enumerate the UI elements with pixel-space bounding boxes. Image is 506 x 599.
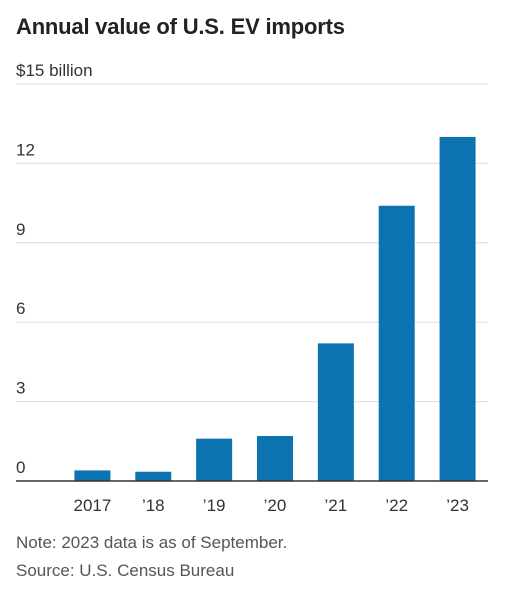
x-tick-label: ’19 xyxy=(203,496,226,515)
y-tick-label: 3 xyxy=(16,379,25,398)
y-tick-label: 9 xyxy=(16,220,25,239)
bar-chart: 0 3 6 9 12 $15 billion 2017 ’18 ’19 ’20 ’21 ’22 ’23 xyxy=(16,61,488,515)
y-axis-tick-labels: 0 3 6 9 12 $15 billion xyxy=(16,61,93,477)
x-tick-label: ’23 xyxy=(446,496,469,515)
chart-note: Note: 2023 data is as of September. xyxy=(16,533,288,552)
x-tick-label: ’18 xyxy=(142,496,165,515)
y-tick-label: 0 xyxy=(16,458,25,477)
x-tick-label: ’21 xyxy=(325,496,348,515)
bars xyxy=(74,136,476,481)
y-tick-label: 6 xyxy=(16,299,25,318)
bar-5 xyxy=(378,205,415,481)
x-tick-label: 2017 xyxy=(74,496,112,515)
x-tick-label: ’22 xyxy=(385,496,408,515)
bar-1 xyxy=(135,471,172,481)
chart-source: Source: U.S. Census Bureau xyxy=(16,561,235,580)
bar-3 xyxy=(257,436,293,481)
chart-title: Annual value of U.S. EV imports xyxy=(16,14,345,39)
bar-2 xyxy=(196,438,233,481)
bar-0 xyxy=(74,470,111,481)
y-tick-label: $15 billion xyxy=(16,61,93,80)
y-tick-label: 12 xyxy=(16,140,35,159)
bar-4 xyxy=(317,343,354,481)
x-tick-label: ’20 xyxy=(264,496,287,515)
x-axis-tick-labels: 2017 ’18 ’19 ’20 ’21 ’22 ’23 xyxy=(74,496,469,515)
bar-6 xyxy=(439,136,476,481)
gridlines xyxy=(16,83,488,403)
